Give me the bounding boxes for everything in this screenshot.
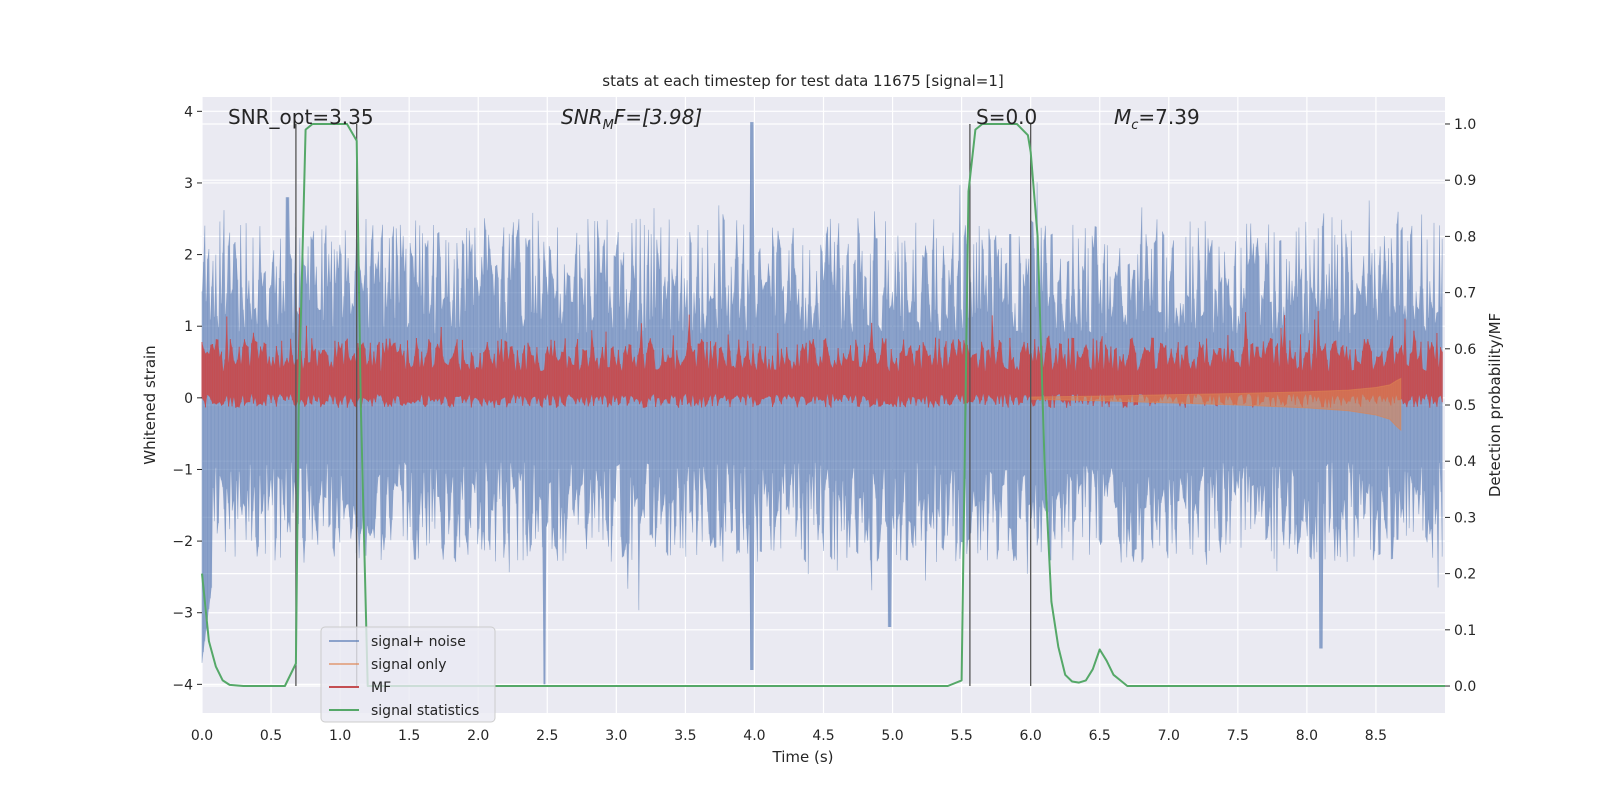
y-tick-label-left: −2 [172, 534, 193, 550]
annotation-s-value: S=0.0 [976, 105, 1037, 129]
x-tick-label: 4.5 [812, 728, 834, 744]
y-tick-label-right: 0.5 [1454, 398, 1476, 414]
x-tick-label: 6.0 [1020, 728, 1042, 744]
x-tick-label: 5.5 [950, 728, 972, 744]
x-tick-label: 8.0 [1296, 728, 1318, 744]
y-tick-label-right: 0.2 [1454, 567, 1476, 583]
legend-label: MF [371, 680, 391, 696]
x-tick-label: 1.5 [398, 728, 420, 744]
x-tick-label: 8.5 [1365, 728, 1387, 744]
annotation-snr-opt: SNR_opt=3.35 [228, 105, 374, 129]
y-tick-label-right: 0.1 [1454, 623, 1476, 639]
y-tick-label-right: 0.7 [1454, 286, 1476, 302]
y-tick-label-right: 0.9 [1454, 173, 1476, 189]
x-tick-label: 2.0 [467, 728, 489, 744]
y-tick-label-right: 1.0 [1454, 117, 1476, 133]
chart-title: stats at each timestep for test data 116… [602, 72, 1003, 90]
annotation-mc-main: M [1114, 105, 1131, 129]
mf-trace [201, 307, 1443, 408]
y-tick-label-right: 0.8 [1454, 229, 1476, 245]
annotation-snr-mf-rest: F=[3.98] [614, 105, 702, 129]
x-tick-label: 6.5 [1089, 728, 1111, 744]
y-tick-label-left: −1 [172, 462, 193, 478]
annotation-mc-rest: =7.39 [1138, 105, 1199, 129]
x-tick-label: 0.5 [260, 728, 282, 744]
x-tick-label: 4.0 [743, 728, 765, 744]
signal-only-chirp [1030, 377, 1402, 432]
x-tick-label: 7.5 [1227, 728, 1249, 744]
legend-box [320, 626, 496, 723]
y-tick-label-left: 0 [184, 391, 193, 407]
y-tick-label-right: 0.6 [1454, 342, 1476, 358]
annotation-snr-mf-sub: M [603, 118, 614, 133]
y-tick-label-left: 3 [184, 176, 193, 192]
y-tick-label-left: −4 [172, 677, 193, 693]
annotation-mc: Mc=7.39 [1114, 105, 1200, 133]
y-tick-label-right: 0.4 [1454, 454, 1476, 470]
annotation-mc-sub: c [1131, 118, 1138, 133]
legend-label: signal+ noise [371, 634, 466, 650]
y-tick-label-right: 0.0 [1454, 679, 1476, 695]
legend-label: signal statistics [371, 703, 479, 719]
y-tick-label-right: 0.3 [1454, 510, 1476, 526]
x-tick-label: 1.0 [329, 728, 351, 744]
x-axis-label: Time (s) [772, 748, 834, 766]
x-tick-label: 5.0 [881, 728, 903, 744]
x-tick-label: 3.5 [674, 728, 696, 744]
y-tick-label-left: −3 [172, 606, 193, 622]
x-tick-label: 3.0 [605, 728, 627, 744]
legend: signal+ noise signal only MF signal statist… [320, 626, 496, 723]
y-tick-label-left: 4 [184, 104, 193, 120]
x-tick-label: 0.0 [191, 728, 213, 744]
y-tick-label-left: 2 [184, 248, 193, 264]
y-tick-label-left: 1 [184, 319, 193, 335]
signal-statistics-line [201, 123, 1445, 687]
legend-label: signal only [371, 657, 446, 673]
y-axis-label-right: Detection probability/MF [1486, 313, 1504, 497]
annotation-snr-mf-main: SNR [561, 105, 603, 129]
signal-noise-band [202, 122, 1443, 685]
x-tick-label: 2.5 [536, 728, 558, 744]
y-axis-label-left: Whitened strain [141, 345, 159, 464]
annotation-snr-mf: SNRMF=[3.98] [561, 105, 702, 133]
x-tick-label: 7.0 [1158, 728, 1180, 744]
